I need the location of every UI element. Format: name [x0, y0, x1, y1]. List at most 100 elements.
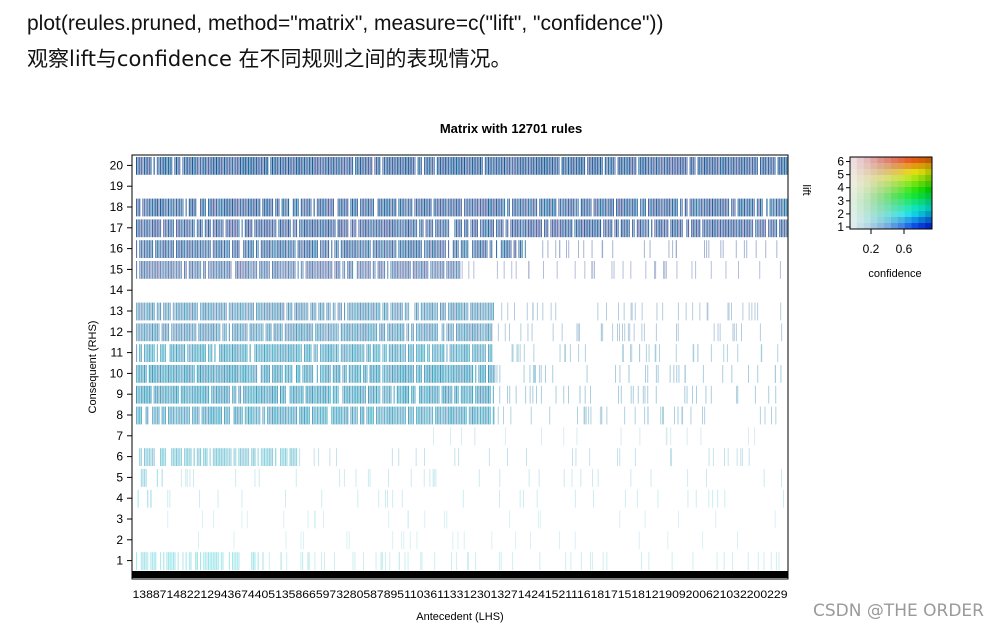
- heatmap-cell: [475, 198, 477, 217]
- heatmap-cell: [751, 302, 753, 321]
- heatmap-cell: [156, 157, 158, 175]
- heatmap-cell: [174, 406, 176, 425]
- heatmap-cell: [390, 219, 392, 238]
- heatmap-cell: [171, 240, 173, 258]
- heatmap-cell: [451, 323, 453, 342]
- heatmap-cell: [724, 198, 726, 217]
- heatmap-cell: [387, 385, 389, 404]
- heatmap-cell: [172, 198, 174, 217]
- heatmap-cell: [470, 385, 472, 404]
- heatmap-cell: [428, 406, 430, 425]
- heatmap-cell: [430, 261, 432, 279]
- heatmap-cell: [555, 198, 557, 217]
- heatmap-cell: [395, 323, 397, 342]
- heatmap-cell: [544, 198, 546, 217]
- heatmap-cell: [780, 219, 782, 238]
- heatmap-cell: [443, 219, 445, 238]
- heatmap-cell: [246, 302, 248, 321]
- heatmap-cell: [457, 302, 459, 321]
- heatmap-cell: [779, 198, 781, 217]
- heatmap-cell: [264, 157, 266, 175]
- heatmap-cell: [310, 219, 312, 238]
- heatmap-cell: [419, 323, 421, 342]
- legend-cell: [897, 223, 905, 230]
- heatmap-cell: [267, 323, 269, 342]
- heatmap-cell: [480, 157, 482, 175]
- heatmap-cell: [473, 157, 475, 175]
- heatmap-cell: [172, 448, 174, 466]
- heatmap-cell: [289, 406, 291, 425]
- heatmap-cell: [272, 406, 274, 425]
- heatmap-cell: [216, 365, 218, 383]
- heatmap-cell: [315, 323, 317, 342]
- heatmap-cell: [268, 240, 270, 258]
- heatmap-cell: [649, 198, 651, 217]
- heatmap-cell: [624, 489, 626, 508]
- heatmap-cell: [632, 198, 634, 217]
- heatmap-cell: [693, 344, 695, 362]
- heatmap-cell: [441, 302, 443, 321]
- heatmap-cell: [520, 219, 522, 238]
- heatmap-cell: [251, 261, 253, 279]
- heatmap-cell: [283, 448, 285, 466]
- heatmap-cell: [313, 261, 315, 279]
- heatmap-cell: [241, 261, 243, 279]
- heatmap-cell: [472, 157, 474, 175]
- heatmap-cell: [435, 323, 437, 342]
- heatmap-cell: [399, 552, 400, 570]
- heatmap-cell: [332, 302, 334, 321]
- heatmap-cell: [489, 365, 491, 383]
- heatmap-cell: [710, 344, 712, 362]
- heatmap-cell: [251, 240, 253, 258]
- heatmap-cell: [147, 344, 149, 362]
- legend-cell: [925, 193, 933, 200]
- heatmap-cell: [412, 365, 414, 383]
- heatmap-cell: [424, 365, 426, 383]
- heatmap-cell: [217, 406, 219, 425]
- heatmap-cell: [176, 344, 178, 362]
- heatmap-cell: [384, 157, 386, 175]
- heatmap-cell: [731, 365, 733, 383]
- legend-cell: [884, 205, 892, 212]
- heatmap-cell: [238, 365, 240, 383]
- heatmap-cell: [225, 157, 227, 175]
- heatmap-cell: [268, 385, 270, 404]
- heatmap-cell: [350, 406, 352, 425]
- y-tick-label: 2: [116, 533, 123, 547]
- heatmap-cell: [179, 406, 181, 425]
- heatmap-cell: [481, 365, 483, 383]
- heatmap-cell: [161, 157, 163, 175]
- heatmap-cell: [464, 198, 466, 217]
- heatmap-cell: [208, 198, 210, 217]
- heatmap-cell: [214, 261, 216, 279]
- heatmap-cell: [484, 406, 486, 425]
- heatmap-cell: [475, 385, 477, 404]
- heatmap-cell: [470, 406, 472, 425]
- heatmap-cell: [200, 261, 202, 279]
- heatmap-cell: [560, 219, 562, 238]
- heatmap-cell: [732, 219, 734, 238]
- heatmap-cell: [224, 240, 226, 258]
- heatmap-cell: [507, 240, 509, 258]
- heatmap-cell: [272, 261, 274, 279]
- heatmap-cell: [268, 552, 270, 570]
- heatmap-cell: [452, 531, 454, 550]
- heatmap-cell: [384, 219, 386, 238]
- legend-cell: [891, 163, 899, 170]
- heatmap-cell: [675, 157, 677, 175]
- heatmap-cell: [641, 219, 643, 238]
- heatmap-cell: [220, 406, 222, 425]
- heatmap-cell: [707, 302, 709, 321]
- heatmap-cell: [476, 406, 478, 425]
- heatmap-cell: [259, 385, 261, 404]
- heatmap-cell: [572, 448, 573, 466]
- heatmap-cell: [153, 344, 155, 362]
- heatmap-cell: [289, 385, 291, 404]
- heatmap-cell: [432, 406, 434, 425]
- legend-cell: [850, 157, 858, 164]
- legend-cell: [911, 187, 919, 194]
- heatmap-cell: [700, 198, 702, 217]
- legend-cell: [850, 181, 858, 188]
- heatmap-cell: [645, 261, 647, 279]
- heatmap-cell: [499, 385, 501, 404]
